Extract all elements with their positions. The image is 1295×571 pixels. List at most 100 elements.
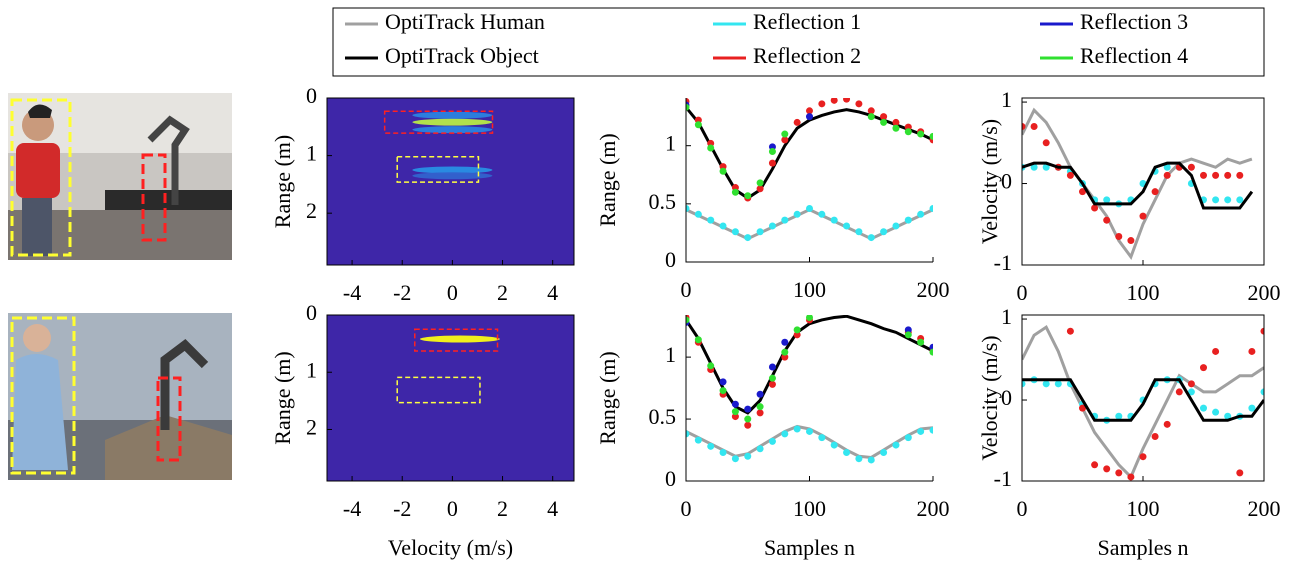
data-point [793,210,801,218]
data-point [686,204,690,212]
data-point [686,103,690,111]
series-line [1022,324,1264,480]
data-point [768,380,776,388]
heat-spot [412,111,493,119]
x-tick-label: 0 [681,277,692,302]
plot-area [1022,324,1264,481]
y-tick-label: 0 [1001,385,1012,410]
data-point [806,107,813,115]
x-tick-label: 4 [547,280,558,305]
axes-frame [326,97,575,266]
data-point [1103,196,1111,204]
panel: 0 100 200 0 0.5 1 Range (m) [595,98,950,302]
photo-real [8,93,232,260]
data-point [781,136,789,144]
data-point [929,348,933,356]
x-tick-label: 100 [1127,496,1160,521]
data-point [917,427,925,435]
legend-label: Reflection 2 [753,43,861,68]
data-point [731,413,739,421]
data-point [1187,380,1195,388]
data-point [843,98,851,103]
data-point [1079,404,1086,412]
panel: 0 100 200 0 0.5 1 Range (m) Samples n [595,315,950,560]
x-tick-label: 4 [547,496,558,521]
data-point [892,222,900,230]
data-point [756,228,764,236]
data-point [1127,237,1135,245]
y-tick-label: 1 [1001,304,1012,329]
data-point [1103,465,1111,473]
data-point [1200,171,1207,179]
x-tick-label: -2 [393,280,411,305]
panel: -4 -2 0 2 4 0 1 2 Range (m) Velocity (m/s) [270,300,575,560]
data-point [744,421,752,429]
y-tick-label: 1 [665,131,676,156]
x-tick-label: 2 [497,496,508,521]
data-point [731,188,739,196]
data-point [904,434,912,442]
data-point [917,130,925,138]
data-point [892,441,900,449]
data-point [1187,388,1195,396]
data-point [1103,216,1111,224]
data-point [1151,188,1159,196]
data-point [1212,171,1220,179]
data-point [1030,123,1038,131]
photo-simulation [8,313,232,480]
data-point [707,216,715,224]
y-tick-label: 2 [306,198,317,223]
x-tick-label: -4 [343,280,361,305]
y-axis-label: Range (m) [595,133,620,226]
data-point [843,449,851,457]
data-point [756,409,764,417]
data-point [904,128,912,136]
data-point [880,113,888,121]
data-point [793,326,801,334]
data-point [686,316,690,324]
data-point [707,144,715,152]
y-tick-label: 0.5 [649,189,677,214]
data-point [719,222,727,230]
y-tick-label: 0 [306,83,317,108]
data-point [1224,412,1232,420]
y-tick-label: 1 [306,357,317,382]
data-point [1260,327,1264,335]
data-point [1127,473,1135,481]
heatmap-background [327,315,574,481]
data-point [694,336,702,344]
data-point [731,228,739,236]
data-point [867,113,875,121]
data-point [830,216,838,224]
data-point [719,378,727,386]
x-tick-label: 100 [793,277,826,302]
plot-area [327,315,574,481]
x-axis-label: Samples n [764,535,855,560]
x-tick-label: 100 [793,496,826,521]
data-point [694,436,702,444]
data-point [744,192,752,200]
y-tick-label: 0 [1001,169,1012,194]
data-point [1248,404,1256,412]
y-tick-label: 2 [306,415,317,440]
data-point [830,441,838,449]
y-tick-label: 0 [665,247,676,272]
data-point [1091,461,1099,469]
data-point [818,100,826,108]
plot-area [686,98,933,242]
data-point [781,338,789,346]
data-point [768,148,776,156]
data-point [1224,171,1232,179]
heat-spot [419,335,500,343]
heat-spot [412,118,493,126]
data-point [793,118,801,126]
axes-frame [326,314,575,482]
data-point [904,331,912,339]
data-point [1175,388,1183,396]
data-point [1236,196,1244,204]
data-point [781,216,789,224]
legend-label: Reflection 3 [1080,9,1188,34]
data-point [694,121,702,129]
